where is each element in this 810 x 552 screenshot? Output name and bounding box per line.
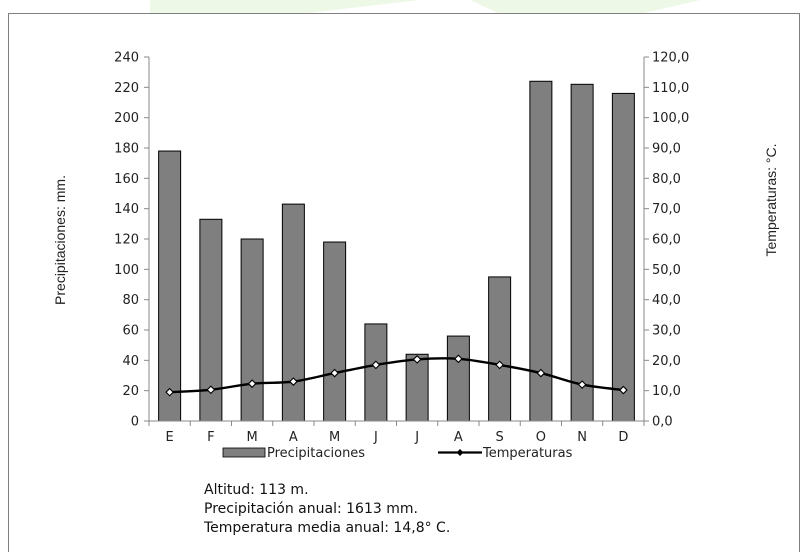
temperature-point-2: [206, 385, 216, 395]
temperature-point-3: [247, 379, 257, 389]
tick-label-right-7: 70,0: [652, 202, 681, 217]
tick-label-left-8: 160: [114, 172, 139, 187]
bar-3: [240, 238, 264, 422]
bar-6: [364, 323, 388, 422]
bar-8: [446, 335, 470, 422]
temperature-point-4: [288, 377, 298, 386]
tick-label-right-4: 40,0: [652, 293, 681, 308]
tick-label-left-9: 180: [114, 142, 139, 157]
watermark-shape-right: [470, 0, 700, 14]
tick-label-left-7: 140: [114, 202, 139, 217]
tick-label-left-2: 40: [122, 354, 139, 369]
temperature-point-8: [453, 354, 463, 364]
bar-1: [158, 150, 182, 422]
temperature-point-12: [618, 385, 628, 395]
tick-label-left-12: 240: [114, 51, 139, 66]
tick-label-right-5: 50,0: [652, 263, 681, 278]
tick-label-right-11: 110,0: [652, 81, 689, 96]
tick-label-right-12: 120,0: [652, 51, 689, 66]
tick-label-left-4: 80: [122, 293, 139, 308]
tick-label-x-6: J: [373, 430, 378, 445]
tick-label-x-12: D: [618, 430, 628, 445]
tick-label-left-0: 0: [131, 415, 139, 430]
tick-label-right-9: 90,0: [652, 142, 681, 157]
tick-label-left-1: 20: [122, 384, 139, 399]
tick-label-left-3: 60: [122, 324, 139, 339]
bar-4: [281, 203, 305, 422]
legend: Precipitaciones Temperaturas: [222, 446, 573, 461]
tick-label-right-10: 100,0: [652, 111, 689, 126]
legend-marker-temperaturas: [456, 449, 464, 456]
tick-label-x-2: F: [207, 430, 214, 445]
bars-layer: [158, 80, 635, 422]
tick-label-left-6: 120: [114, 233, 139, 248]
ticks-layer: 0 20 40 60 80 100 120 140 160 180 200 220 240 0,0 10,0…: [114, 51, 689, 446]
tick-label-x-8: A: [454, 430, 463, 445]
y-axis-right-title: Temperaturas: °C.: [763, 144, 779, 257]
info-annual-mean-temperature: Temperatura media anual: 14,8° C.: [204, 520, 451, 536]
tick-label-right-1: 10,0: [652, 384, 681, 399]
legend-label-precipitaciones: Precipitaciones: [267, 446, 365, 461]
tick-label-left-10: 200: [114, 111, 139, 126]
climate-info: Altitud: 113 m. Precipitación anual: 161…: [204, 481, 450, 538]
tick-label-right-0: 0,0: [652, 415, 673, 430]
tick-label-x-11: N: [577, 430, 587, 445]
tick-label-x-5: M: [329, 430, 340, 445]
tick-label-right-8: 80,0: [652, 172, 681, 187]
tick-label-x-4: A: [289, 430, 298, 445]
tick-label-x-3: M: [247, 430, 258, 445]
bar-11: [570, 83, 594, 422]
info-altitude: Altitud: 113 m.: [204, 482, 309, 498]
bar-7: [405, 353, 429, 422]
tick-label-right-3: 30,0: [652, 324, 681, 339]
tick-label-right-6: 60,0: [652, 233, 681, 248]
chart-frame: [8, 13, 800, 552]
axes-layer: [144, 56, 649, 426]
temperature-point-5: [330, 368, 340, 378]
bar-9: [488, 276, 512, 422]
tick-label-left-5: 100: [114, 263, 139, 278]
temperature-point-6: [371, 360, 381, 370]
temperature-point-1: [165, 387, 175, 397]
temperature-point-7: [412, 355, 422, 364]
tick-label-x-10: O: [536, 430, 546, 445]
tick-label-x-1: E: [166, 430, 174, 445]
legend-label-temperaturas: Temperaturas: [482, 446, 573, 461]
info-annual-precipitation: Precipitación anual: 1613 mm.: [204, 501, 418, 517]
temperature-point-9: [495, 360, 505, 370]
bar-12: [611, 92, 635, 422]
line-layer: [165, 354, 628, 397]
temperature-point-10: [536, 368, 546, 378]
tick-label-x-9: S: [495, 430, 503, 445]
temperature-line: [169, 357, 624, 394]
watermark-shape-left: [150, 0, 420, 14]
legend-swatch-precipitaciones: [222, 447, 266, 458]
tick-label-x-7: J: [414, 430, 419, 445]
temperature-point-11: [577, 380, 587, 389]
y-axis-left-title: Precipitaciones: mm.: [52, 175, 68, 305]
tick-label-left-11: 220: [114, 81, 139, 96]
bar-5: [323, 241, 347, 422]
tick-label-right-2: 20,0: [652, 354, 681, 369]
